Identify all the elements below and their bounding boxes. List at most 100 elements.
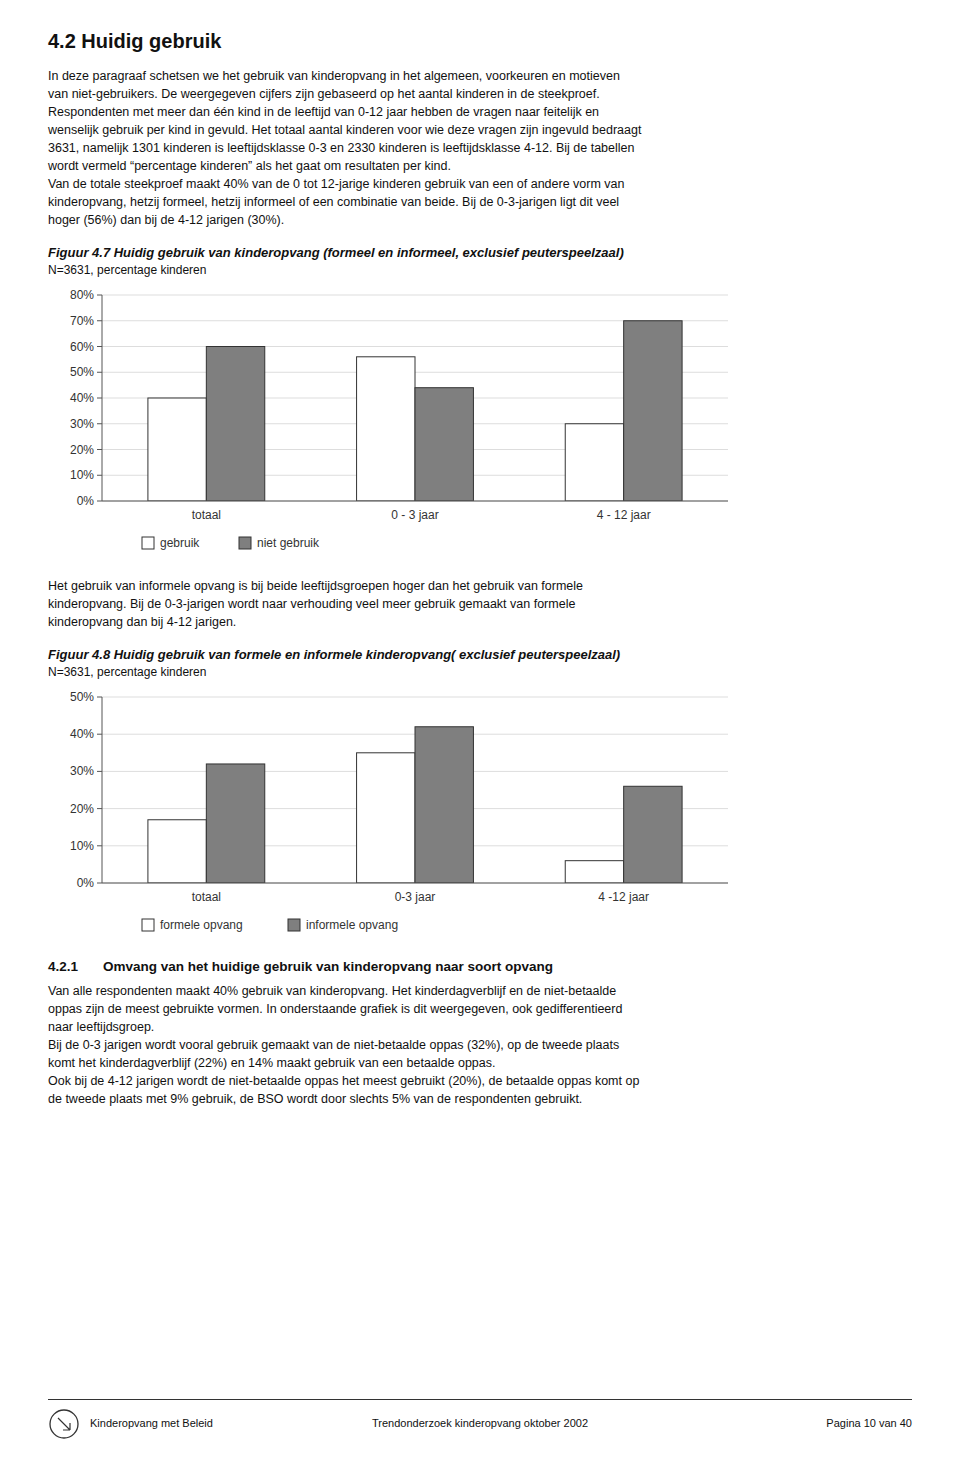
tick-mark (97, 475, 102, 476)
footer-row: Kinderopvang met BeleidTrendonderzoek ki… (48, 1408, 912, 1442)
text-line: hoger (56%) dan bij de 4-12 jarigen (30%… (48, 211, 912, 229)
grid-line (102, 501, 728, 502)
tick-label: 50% (70, 365, 94, 379)
chart-title: Figuur 4.8 Huidig gebruik van formele en… (48, 645, 912, 664)
chart-subtitle: N=3631, percentage kinderen (48, 262, 912, 279)
bar (415, 727, 473, 883)
bar (357, 357, 415, 501)
text-line: kinderopvang. Bij de 0-3-jarigen wordt n… (48, 595, 912, 613)
tick-mark (97, 734, 102, 735)
chart: 0%10%20%30%40%50%totaal0-3 jaar4 -12 jaa… (48, 685, 748, 945)
figure: Figuur 4.7 Huidig gebruik van kinderopva… (48, 243, 912, 563)
bar (415, 388, 473, 501)
logo (48, 1408, 80, 1440)
tick-label: 0% (77, 494, 95, 508)
tick-mark (97, 697, 102, 698)
text-line: kinderopvang dan bij 4-12 jarigen. (48, 613, 912, 631)
tick-mark (97, 320, 102, 321)
x-axis: totaal 0-3 jaar 4 -12 jaar (192, 890, 649, 904)
paragraph: Het gebruik van informele opvang is bij … (48, 577, 912, 631)
tick-mark (97, 883, 102, 884)
category-label: totaal (192, 890, 221, 904)
y-axis-line (102, 295, 103, 501)
footer-text: Kinderopvang met Beleid (90, 1417, 213, 1429)
bar (148, 398, 206, 501)
tick-label: 20% (70, 802, 94, 816)
legend-label: gebruik (160, 536, 200, 550)
tick-mark (97, 423, 102, 424)
category-label: 4 - 12 jaar (597, 508, 651, 522)
category-label: 0-3 jaar (395, 890, 436, 904)
bar (206, 347, 264, 502)
bar (148, 820, 206, 883)
legend-swatch (142, 537, 154, 549)
text-line: 3631, namelijk 1301 kinderen is leeftijd… (48, 139, 912, 157)
tick-label: 40% (70, 391, 94, 405)
bar (565, 861, 623, 883)
section-title: Omvang van het huidige gebruik van kinde… (103, 959, 553, 974)
legend: gebruik niet gebruik (142, 536, 320, 550)
chart-subtitle: N=3631, percentage kinderen (48, 664, 912, 681)
page: 4.2 Huidig gebruik In deze paragraaf sche… (48, 30, 912, 1122)
legend-label: niet gebruik (257, 536, 320, 550)
text-line: van niet-gebruikers. De weergegeven cijf… (48, 85, 912, 103)
x-axis-line (102, 501, 728, 502)
tick-mark (97, 372, 102, 373)
text-line: Het gebruik van informele opvang is bij … (48, 577, 912, 595)
text-line: komt het kinderdagverblijf (22%) en 14% … (48, 1054, 912, 1072)
paragraph: Van alle respondenten maakt 40% gebruik … (48, 982, 912, 1108)
grid-line (102, 883, 728, 884)
bar (624, 321, 682, 501)
page-title: 4.2 Huidig gebruik (48, 30, 912, 53)
text-line: oppas zijn de meest gebruikte vormen. In… (48, 1000, 912, 1018)
legend-label: formele opvang (160, 918, 243, 932)
bar (624, 786, 682, 883)
tick-label: 70% (70, 314, 94, 328)
chart: 0%10%20%30%40%50%60%70%80%totaal0 - 3 ja… (48, 283, 748, 563)
text-line: Bij de 0-3 jarigen wordt vooral gebruik … (48, 1036, 912, 1054)
bar (565, 424, 623, 501)
tick-label: 10% (70, 468, 94, 482)
legend-swatch (288, 919, 300, 931)
bar (357, 753, 415, 883)
text-line: In deze paragraaf schetsen we het gebrui… (48, 67, 912, 85)
footer-text: Trendonderzoek kinderopvang oktober 2002 (48, 1417, 912, 1429)
bar (206, 764, 264, 883)
tick-label: 60% (70, 340, 94, 354)
x-axis-line (102, 883, 728, 884)
legend-label: informele opvang (306, 918, 398, 932)
category-label: 0 - 3 jaar (391, 508, 438, 522)
tick-label: 30% (70, 764, 94, 778)
text-line: Van de totale steekproef maakt 40% van d… (48, 175, 912, 193)
chart-title: Figuur 4.7 Huidig gebruik van kinderopva… (48, 243, 912, 262)
tick-label: 30% (70, 417, 94, 431)
text-line: wenselijk gebruik per kind in gevuld. He… (48, 121, 912, 139)
tick-mark (97, 346, 102, 347)
text-line: Respondenten met meer dan één kind in de… (48, 103, 912, 121)
tick-label: 50% (70, 690, 94, 704)
text-line: de tweede plaats met 9% gebruik, de BSO … (48, 1090, 912, 1108)
logo-circle (50, 1410, 78, 1438)
grid-line (102, 697, 728, 698)
bars (148, 727, 682, 883)
text-line: kinderopvang, hetzij formeel, hetzij inf… (48, 193, 912, 211)
legend-swatch (142, 919, 154, 931)
footer-rule (48, 1399, 912, 1400)
tick-mark (97, 501, 102, 502)
section-header: 4.2.1Omvang van het huidige gebruik van … (48, 959, 912, 974)
figure: Figuur 4.8 Huidig gebruik van formele en… (48, 645, 912, 945)
tick-mark (97, 771, 102, 772)
grid-line (102, 295, 728, 296)
footer-text: Pagina 10 van 40 (826, 1417, 912, 1429)
tick-label: 0% (77, 876, 95, 890)
text-line: naar leeftijdsgroep. (48, 1018, 912, 1036)
logo-arrow (58, 1418, 70, 1430)
paragraph: In deze paragraaf schetsen we het gebrui… (48, 67, 912, 229)
y-axis-line (102, 697, 103, 883)
tick-mark (97, 295, 102, 296)
tick-label: 80% (70, 288, 94, 302)
tick-mark (97, 845, 102, 846)
y-axis: 0%10%20%30%40%50% (70, 690, 728, 890)
category-label: 4 -12 jaar (598, 890, 649, 904)
category-label: totaal (192, 508, 221, 522)
